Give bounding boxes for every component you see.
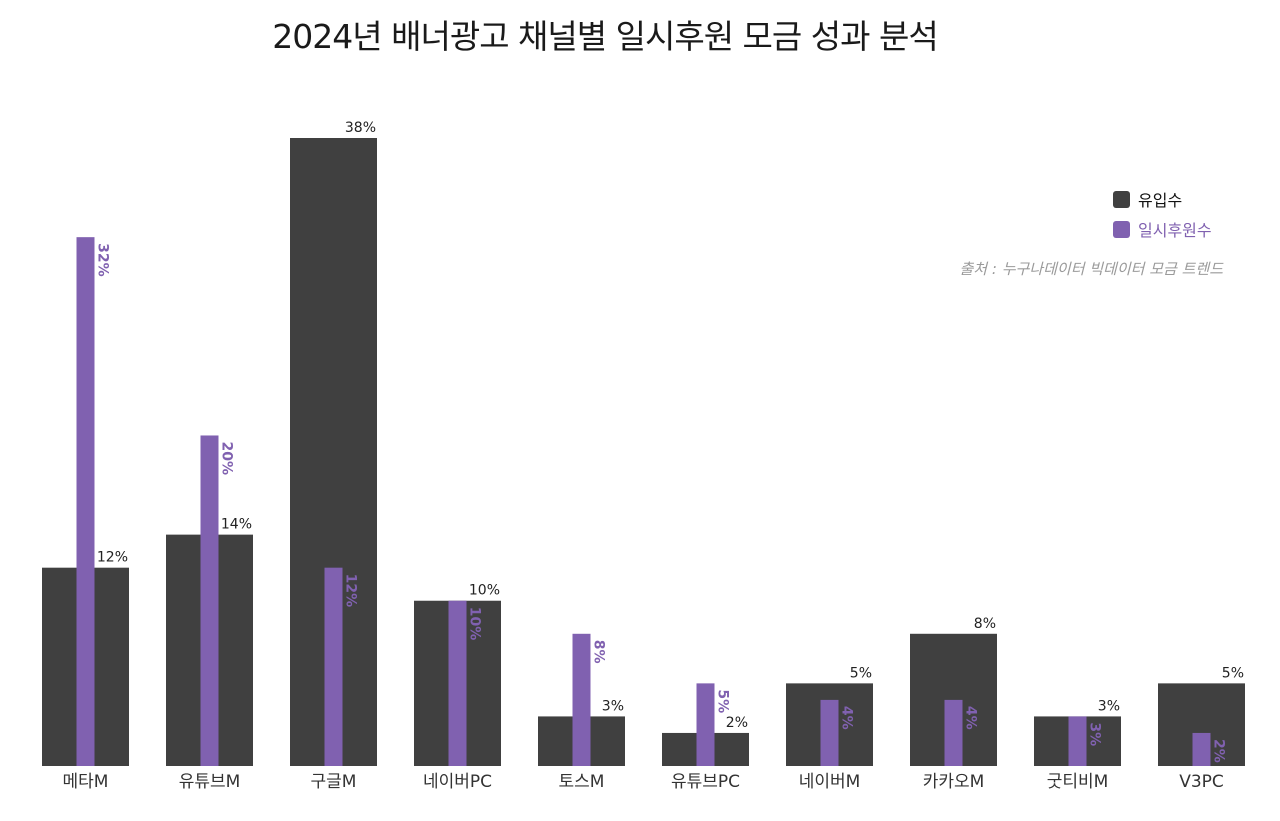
bar-donors bbox=[944, 699, 963, 766]
legend-label-inflow: 유입수 bbox=[1138, 191, 1183, 210]
legend-swatch-donors bbox=[1113, 220, 1130, 238]
category-label: 토스M bbox=[559, 772, 605, 792]
label-inflow: 3% bbox=[1098, 698, 1120, 714]
label-donors: 20% bbox=[219, 441, 235, 475]
label-donors: 3% bbox=[1087, 722, 1103, 746]
label-inflow: 5% bbox=[1222, 665, 1244, 681]
label-donors: 8% bbox=[591, 640, 607, 664]
label-inflow: 2% bbox=[726, 715, 748, 731]
legend: 유입수 일시후원수 bbox=[1113, 186, 1212, 246]
legend-item-donors: 일시후원수 bbox=[1113, 216, 1212, 242]
category-label: 카카오M bbox=[923, 772, 985, 792]
bar-donors bbox=[572, 633, 591, 766]
category-label: 네이버PC bbox=[423, 772, 492, 792]
category-label: 유튜브PC bbox=[671, 772, 740, 792]
label-inflow: 10% bbox=[469, 583, 500, 599]
label-donors: 4% bbox=[963, 706, 979, 730]
label-donors: 2% bbox=[1211, 739, 1227, 763]
label-donors: 4% bbox=[839, 706, 855, 730]
bar-donors bbox=[1068, 716, 1087, 766]
legend-label-donors: 일시후원수 bbox=[1138, 221, 1212, 240]
category-label: 네이버M bbox=[799, 772, 861, 792]
category-label: 구글M bbox=[311, 772, 357, 792]
category-label: 유튜브M bbox=[179, 772, 241, 792]
category-label: 메타M bbox=[63, 772, 109, 792]
bar-donors bbox=[696, 683, 715, 766]
label-inflow: 12% bbox=[97, 550, 128, 566]
label-inflow: 14% bbox=[221, 517, 252, 533]
label-inflow: 3% bbox=[602, 698, 624, 714]
label-inflow: 38% bbox=[345, 120, 376, 136]
bar-donors bbox=[76, 237, 95, 766]
bar-donors bbox=[324, 567, 343, 766]
label-donors: 32% bbox=[95, 243, 111, 277]
label-donors: 10% bbox=[467, 607, 483, 641]
bar-donors bbox=[1192, 732, 1211, 766]
category-label: 굿티비M bbox=[1047, 772, 1109, 792]
legend-swatch-inflow bbox=[1113, 190, 1130, 208]
category-label: V3PC bbox=[1179, 772, 1224, 792]
legend-item-inflow: 유입수 bbox=[1113, 186, 1212, 212]
bar-donors bbox=[820, 699, 839, 766]
bar-donors bbox=[448, 600, 467, 766]
source-note: 출처 : 누구나데이터 빅데이터 모금 트렌드 bbox=[959, 260, 1224, 278]
bar-donors bbox=[200, 435, 219, 766]
label-donors: 5% bbox=[715, 689, 731, 713]
chart-title: 2024년 배너광고 채널별 일시후원 모금 성과 분석 bbox=[272, 17, 938, 56]
label-inflow: 5% bbox=[850, 665, 872, 681]
label-inflow: 8% bbox=[974, 616, 996, 632]
label-donors: 12% bbox=[343, 574, 359, 608]
